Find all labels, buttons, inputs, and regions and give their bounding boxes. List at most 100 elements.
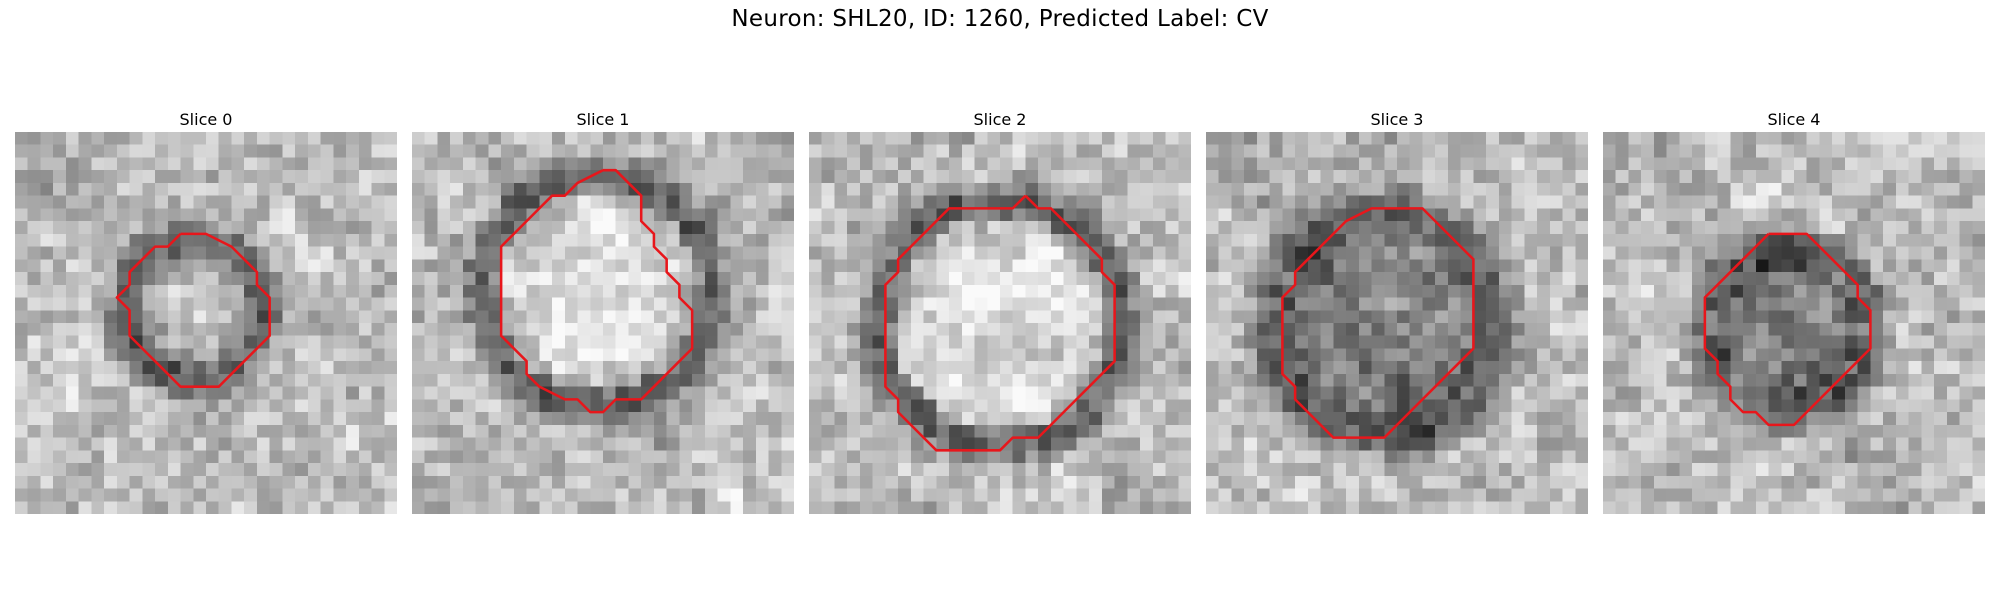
pixel	[1730, 246, 1744, 260]
pixel	[1101, 208, 1115, 222]
pixel	[1346, 144, 1360, 158]
pixel	[424, 348, 438, 362]
pixel	[104, 182, 118, 196]
pixel	[1857, 208, 1871, 222]
pixel	[1320, 488, 1334, 502]
pixel	[552, 132, 566, 145]
pixel	[923, 284, 937, 298]
pixel	[834, 310, 848, 324]
pixel	[847, 284, 861, 298]
pixel	[1346, 437, 1360, 451]
pixel	[1460, 259, 1474, 273]
pixel	[1641, 132, 1655, 145]
pixel	[781, 195, 794, 209]
pixel	[1641, 259, 1655, 273]
pixel	[1972, 424, 1985, 438]
pixel	[1628, 310, 1642, 324]
pixel	[809, 348, 822, 362]
pixel	[1050, 323, 1064, 336]
pixel	[295, 297, 309, 311]
pixel	[526, 182, 540, 196]
pixel	[1422, 170, 1436, 184]
pixel	[1692, 182, 1706, 196]
pixel	[1307, 335, 1321, 349]
pixel	[679, 182, 693, 196]
pixel	[295, 348, 309, 362]
pixel	[167, 284, 181, 298]
pixel	[692, 475, 706, 489]
pixel	[564, 208, 578, 222]
pixel	[231, 170, 245, 184]
pixel	[1206, 373, 1219, 387]
pixel	[1025, 272, 1039, 286]
pixel	[269, 335, 283, 349]
pixel	[666, 157, 680, 171]
pixel	[193, 463, 207, 477]
pixel	[821, 412, 835, 426]
pixel	[974, 488, 988, 502]
pixel	[488, 475, 502, 489]
pixel	[666, 144, 680, 158]
pixel	[1934, 297, 1948, 311]
pixel	[1346, 284, 1360, 298]
pixel	[282, 284, 296, 298]
pixel	[475, 348, 489, 362]
pixel	[450, 488, 464, 502]
pixel	[1844, 450, 1858, 464]
pixel	[1628, 424, 1642, 438]
pixel	[1692, 157, 1706, 171]
pixel	[781, 157, 794, 171]
pixel	[1101, 463, 1115, 477]
pixel	[53, 157, 67, 171]
pixel	[692, 310, 706, 324]
pixel	[615, 323, 629, 336]
pixel	[1447, 272, 1461, 286]
pixel	[1320, 501, 1334, 514]
pixel	[218, 475, 232, 489]
pixel	[679, 132, 693, 145]
pixel	[295, 437, 309, 451]
pixel	[1946, 182, 1960, 196]
pixel	[1895, 195, 1909, 209]
pixel	[269, 157, 283, 171]
pixel	[653, 233, 667, 247]
pixel	[1895, 386, 1909, 400]
pixel	[1460, 335, 1474, 349]
pixel	[384, 488, 397, 502]
pixel	[206, 373, 219, 387]
pixel	[1178, 221, 1191, 235]
pixel	[295, 246, 309, 260]
pixel	[437, 335, 451, 349]
pixel	[526, 233, 540, 247]
pixel	[1178, 284, 1191, 298]
pixel	[872, 259, 886, 273]
pixel	[1397, 348, 1410, 362]
pixel	[1384, 144, 1398, 158]
pixel	[1743, 361, 1757, 375]
pixel	[1666, 182, 1680, 196]
pixel	[936, 310, 950, 324]
pixel	[1806, 386, 1820, 400]
pixel	[1524, 246, 1538, 260]
pixel	[155, 233, 169, 247]
pixel	[1972, 310, 1985, 324]
pixel	[244, 373, 258, 387]
pixel	[1114, 195, 1128, 209]
pixel	[781, 284, 794, 298]
pixel	[1025, 412, 1039, 426]
pixel	[821, 259, 835, 273]
pixel	[1384, 246, 1398, 260]
pixel	[1972, 348, 1985, 362]
pixel	[1575, 488, 1588, 502]
pixel	[1972, 195, 1985, 209]
pixel	[834, 450, 848, 464]
pixel	[1883, 182, 1897, 196]
pixel	[1152, 424, 1166, 438]
pixel	[949, 297, 963, 311]
pixel	[564, 386, 578, 400]
pixel	[1781, 386, 1795, 400]
pixel	[1346, 335, 1360, 349]
pixel	[539, 450, 553, 464]
pixel	[437, 246, 451, 260]
pixel	[910, 170, 924, 184]
